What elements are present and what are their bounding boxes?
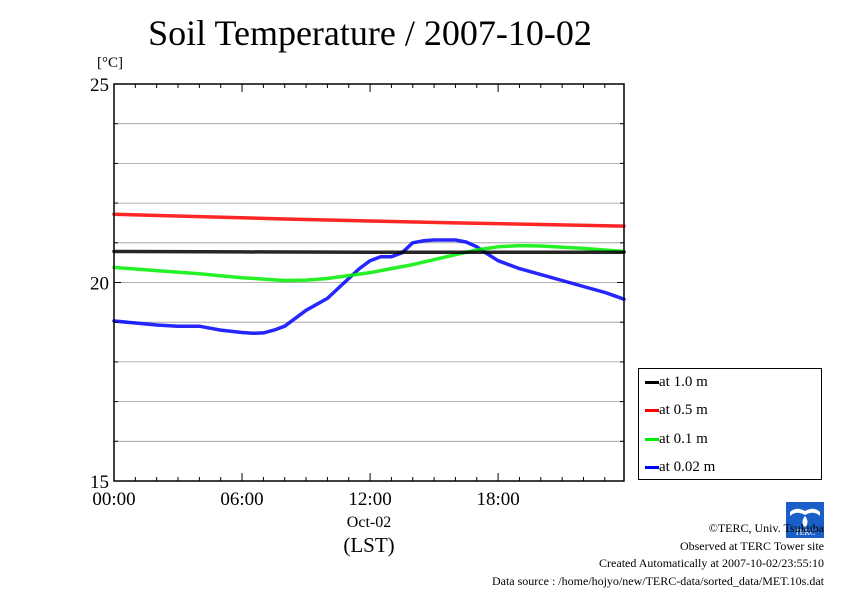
chart-title: Soil Temperature / 2007-10-02 bbox=[148, 13, 592, 53]
source-text: Data source : /home/hojyo/new/TERC-data/… bbox=[491, 573, 824, 588]
terc-logo-icon: TERC bbox=[786, 502, 824, 538]
y-tick-label: 25 bbox=[90, 75, 109, 96]
legend-label: at 1.0 m bbox=[659, 374, 708, 390]
series-lines bbox=[112, 212, 626, 336]
legend-swatch bbox=[645, 466, 659, 469]
y-tick-label: 15 bbox=[90, 472, 109, 493]
observed-text: Observed at TERC Tower site bbox=[679, 538, 824, 553]
legend-item-0-1m: at 0.1 m bbox=[639, 429, 819, 449]
x-tick-label: 00:00 bbox=[92, 489, 135, 510]
series-line-at-0-5-m bbox=[112, 212, 626, 228]
legend-item-0-02m: at 0.02 m bbox=[639, 457, 819, 477]
credits: ©TERC, Univ. Tsukuba Observed at TERC To… bbox=[492, 520, 824, 590]
legend-swatch bbox=[645, 409, 659, 412]
legend-item-1-0m: at 1.0 m bbox=[639, 372, 819, 392]
x-axis-label: (LST) bbox=[343, 533, 394, 557]
legend-label: at 0.1 m bbox=[659, 431, 708, 447]
x-tick-label: 06:00 bbox=[220, 489, 263, 510]
series-line-at-0-02-m bbox=[112, 238, 626, 336]
x-tick-label: 18:00 bbox=[476, 489, 519, 510]
legend-item-0-5m: at 0.5 m bbox=[639, 400, 819, 420]
logo-text: TERC bbox=[795, 528, 815, 537]
legend-swatch bbox=[645, 381, 659, 384]
legend-swatch bbox=[645, 438, 659, 441]
legend: at 1.0 m at 0.5 m at 0.1 m at 0.02 m bbox=[638, 368, 822, 480]
grid bbox=[114, 123, 624, 442]
x-tick-label: 12:00 bbox=[348, 489, 391, 510]
y-axis-unit: [°C] bbox=[97, 55, 123, 71]
legend-label: at 0.02 m bbox=[659, 459, 716, 475]
series-line-at-1-0-m bbox=[112, 249, 626, 255]
axis-ticks: 15 20 25 00:00 06:00 12:00 18:00 bbox=[90, 75, 624, 510]
copyright-text: ©TERC, Univ. Tsukuba bbox=[708, 521, 824, 535]
y-tick-label: 20 bbox=[90, 274, 109, 295]
created-text: Created Automatically at 2007-10-02/23:5… bbox=[599, 556, 824, 570]
x-date-label: Oct-02 bbox=[347, 514, 391, 531]
legend-label: at 0.5 m bbox=[659, 402, 708, 418]
series-line-at-0-1-m bbox=[112, 243, 626, 283]
